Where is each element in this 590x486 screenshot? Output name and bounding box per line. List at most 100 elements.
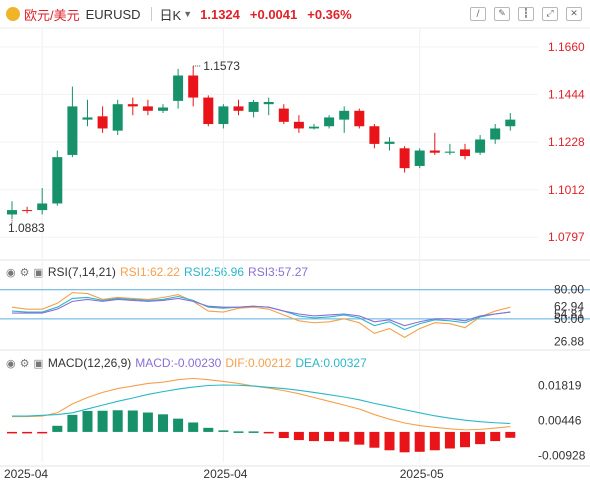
instrument-icon: [6, 7, 20, 21]
candle: [293, 115, 304, 133]
macd-bar: [505, 431, 516, 438]
macd-bar: [293, 431, 304, 441]
eye-icon[interactable]: ◉: [6, 356, 16, 370]
candle-body: [309, 126, 319, 129]
candle-body: [384, 141, 395, 144]
macd-tick-label: -0.00928: [538, 449, 586, 463]
macd-tick-label: 0.01819: [538, 379, 582, 393]
candle: [188, 66, 199, 107]
macd-bar: [384, 431, 395, 451]
candle: [97, 106, 108, 133]
candle: [127, 97, 138, 116]
last-price: 1.1324: [200, 6, 240, 22]
indicator-box-icon: ▣: [33, 265, 44, 279]
macd-bar: [399, 431, 410, 453]
macd-bar: [278, 431, 289, 439]
candle: [82, 99, 93, 127]
rsi-line-rsi3: [12, 297, 511, 327]
price-change-percent: +0.36%: [307, 6, 352, 22]
candle-body: [324, 117, 335, 127]
settings-icon[interactable]: ⚙: [19, 356, 30, 370]
candle-body: [112, 104, 123, 131]
eye-icon[interactable]: ◉: [6, 265, 16, 279]
date-tick-label: 2025-04: [4, 467, 48, 481]
candle-body: [52, 157, 63, 204]
macd-bar: [7, 431, 17, 434]
rsi-line-rsi1: [11, 292, 511, 338]
rsi-label: RSI(7,14,21): [47, 265, 116, 279]
date-tick-label: 2025-05: [400, 467, 444, 481]
candle: [233, 99, 244, 116]
candle-body: [339, 110, 350, 120]
high-annotation: 1.1573: [203, 59, 240, 73]
candle: [414, 148, 425, 169]
macd-bar: [203, 427, 214, 432]
candle-body: [293, 121, 304, 129]
price-tick-label: 1.1444: [548, 87, 585, 101]
expand-icon[interactable]: ⤢: [542, 7, 558, 21]
macd-bar: [475, 431, 486, 445]
macd-bar: [112, 410, 123, 432]
rsi-tick-label: 80.00: [554, 283, 584, 297]
candle: [22, 206, 33, 214]
macd-bar: [67, 414, 78, 432]
candle: [173, 68, 184, 109]
macd-bar: [52, 425, 63, 432]
price-change: +0.0041: [249, 6, 298, 22]
price-tick-label: 1.1012: [548, 183, 585, 197]
rsi2-value: RSI2:56.96: [183, 265, 245, 279]
dif-value: DIF:0.00212: [225, 356, 292, 370]
candle-body: [218, 106, 229, 125]
candle: [218, 104, 229, 129]
candle: [263, 97, 274, 116]
macd-bar: [188, 422, 199, 432]
candle: [309, 124, 319, 130]
candle-body: [173, 75, 184, 101]
macd-bar: [339, 431, 350, 442]
candle: [67, 86, 78, 158]
dea-line: [12, 384, 511, 425]
macd-bar: [309, 431, 319, 442]
candle-body: [67, 106, 78, 155]
brush-tool-icon[interactable]: ✎: [494, 7, 510, 21]
chevron-down-icon[interactable]: ▼: [183, 9, 193, 19]
macd-bar: [233, 431, 244, 433]
candle-body: [97, 116, 108, 129]
macd-bar: [248, 431, 259, 433]
macd-bar: [414, 431, 425, 452]
instrument-symbol: EURUSD: [85, 6, 141, 22]
line-tool-icon[interactable]: ∕: [470, 7, 486, 21]
indicator-box-icon: ▣: [33, 356, 44, 370]
candle-body: [142, 106, 153, 111]
candlestick-icon[interactable]: ┇: [518, 7, 534, 21]
macd-bar: [490, 431, 501, 442]
macd-bar: [263, 431, 274, 434]
candle-body: [414, 150, 425, 166]
candle-body: [278, 108, 289, 122]
macd-bar: [158, 414, 168, 432]
header-divider: [150, 7, 152, 21]
candle-body: [460, 149, 470, 157]
macd-bar: [173, 418, 184, 432]
macd-bar: [218, 430, 229, 432]
candle: [354, 108, 365, 129]
candle: [52, 150, 63, 206]
candle: [505, 113, 516, 131]
macd-bar: [444, 431, 455, 449]
settings-icon[interactable]: ⚙: [19, 265, 30, 279]
macd-bar: [37, 431, 48, 434]
close-icon[interactable]: ✕: [566, 7, 582, 21]
candle: [158, 104, 168, 114]
period-selector[interactable]: 日K: [159, 7, 182, 23]
candle-body: [399, 148, 410, 169]
rsi-tick-label: 26.88: [554, 334, 584, 348]
macd-tick-label: 0.00446: [538, 414, 582, 428]
macd-legend: ◉ ⚙ ▣ MACD(12,26,9) MACD:-0.00230 DIF:0.…: [6, 356, 367, 370]
macd-bar: [429, 431, 440, 451]
candle: [475, 135, 486, 155]
rsi-legend: ◉ ⚙ ▣ RSI(7,14,21) RSI1:62.22 RSI2:56.96…: [6, 265, 308, 279]
candle: [324, 115, 335, 129]
candle-body: [263, 101, 274, 105]
